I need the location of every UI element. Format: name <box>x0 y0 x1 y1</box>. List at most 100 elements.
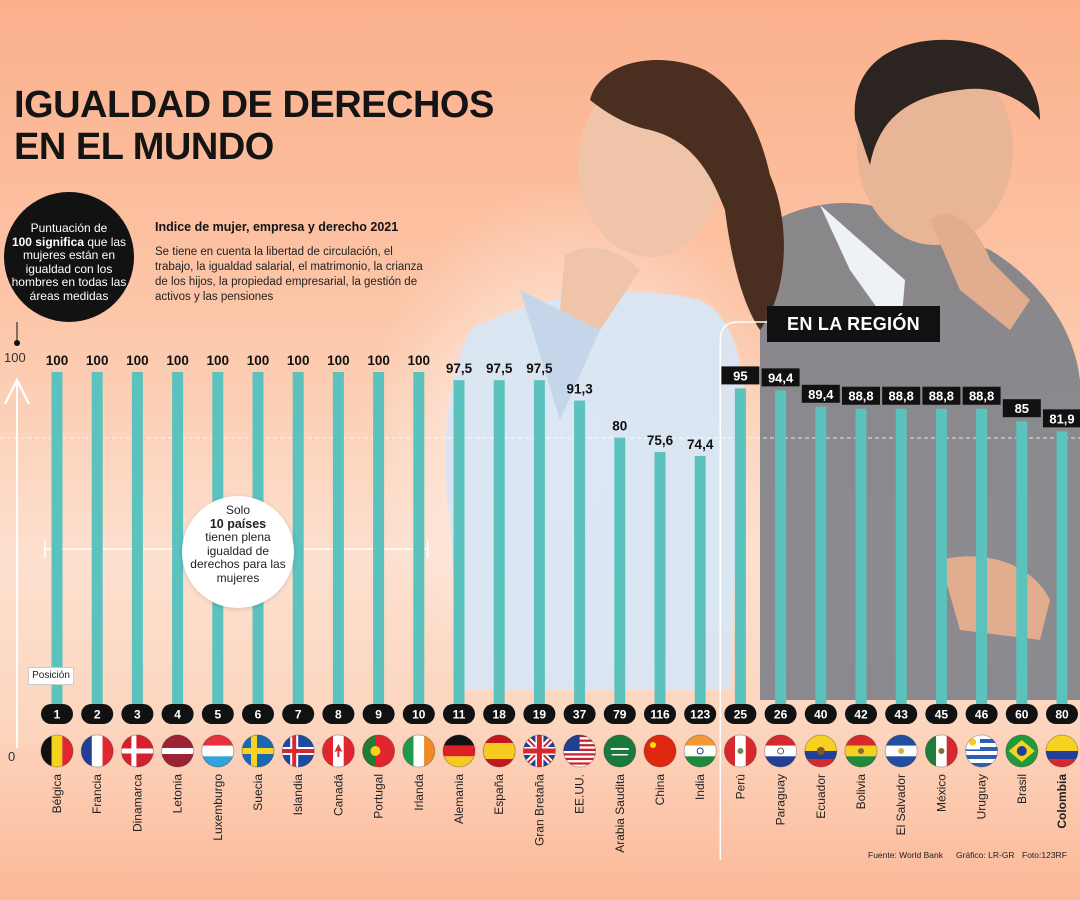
position-label: Posición <box>28 667 74 685</box>
value-label-bg <box>962 386 1001 405</box>
fr-flag-icon <box>80 734 114 768</box>
position-number: 80 <box>1055 708 1069 722</box>
value-label-bg <box>842 386 880 405</box>
position-badge <box>965 704 998 724</box>
source-credit: Fuente: World Bank <box>868 850 943 860</box>
position-badge <box>81 704 114 724</box>
bar-brasil <box>1016 421 1028 704</box>
region-label: EN LA REGIÓN <box>767 306 940 342</box>
position-badge <box>644 704 676 724</box>
note-rest: que las mujeres están en igualdad con lo… <box>11 234 127 303</box>
value-label-bg <box>1043 409 1080 428</box>
cn-flag-icon <box>643 734 677 768</box>
position-number: 2 <box>94 708 101 722</box>
position-badge <box>41 704 73 724</box>
country-label: Bolivia <box>854 774 868 810</box>
ec-flag-icon <box>804 734 838 768</box>
position-number: 4 <box>174 708 181 722</box>
position-badge <box>804 704 837 724</box>
bar-b-lgica <box>51 372 63 704</box>
position-badge <box>885 704 918 724</box>
position-badge <box>845 704 877 724</box>
value-label: 81,9 <box>1049 411 1074 426</box>
bar-dinamarca <box>131 372 143 704</box>
page-title: IGUALDAD DE DERECHOS EN EL MUNDO <box>14 84 494 168</box>
value-label: 100 <box>166 353 189 368</box>
bar-irlanda <box>413 372 425 704</box>
value-label: 100 <box>207 353 230 368</box>
country-label: Francia <box>90 774 104 814</box>
note-strong: 100 significa <box>11 234 84 249</box>
bar-letonia <box>172 372 184 704</box>
solo-note-bubble: Solo 10 países tienen plena igualdad de … <box>182 496 294 608</box>
de-flag-icon <box>442 734 476 768</box>
value-label: 88,8 <box>969 389 994 404</box>
bar-el-salvador <box>895 408 907 704</box>
bo-flag-icon <box>844 734 878 768</box>
position-number: 9 <box>375 708 382 722</box>
bar-alemania <box>453 380 465 704</box>
country-label: Perú <box>733 774 747 799</box>
es-flag-icon <box>482 734 516 768</box>
country-label: Alemania <box>452 774 466 824</box>
country-label: Letonia <box>171 774 185 814</box>
position-number: 26 <box>774 708 788 722</box>
bar-paraguay <box>775 390 787 704</box>
country-label: Uruguay <box>975 774 989 819</box>
dk-flag-icon <box>120 734 154 768</box>
position-badge <box>161 704 194 724</box>
bar-portugal <box>373 372 385 704</box>
position-number: 8 <box>335 708 342 722</box>
bar-arabia-saudita <box>614 437 626 704</box>
country-label: Luxemburgo <box>211 774 225 841</box>
country-label: Bélgica <box>50 774 64 814</box>
position-badge <box>121 704 154 724</box>
position-badge <box>483 704 516 724</box>
value-label-bg <box>1002 399 1041 418</box>
position-number: 43 <box>895 708 909 722</box>
value-label: 88,8 <box>889 389 914 404</box>
position-badge <box>603 704 636 724</box>
y-tick-label: 100 <box>4 350 26 365</box>
country-label: Islandia <box>291 774 305 816</box>
bar-m-xico <box>935 408 947 704</box>
value-label: 94,4 <box>768 370 794 385</box>
y-axis-arrow <box>3 377 31 405</box>
bar-uruguay <box>976 408 988 704</box>
se-flag-icon <box>241 734 275 768</box>
country-label: Irlanda <box>412 774 426 811</box>
bar-francia <box>91 372 103 704</box>
position-badge <box>925 704 958 724</box>
country-label: Gran Bretaña <box>532 774 546 846</box>
position-number: 116 <box>650 708 670 722</box>
in-flag-icon <box>683 734 717 768</box>
bar-islandia <box>292 372 304 704</box>
value-label: 100 <box>327 353 350 368</box>
gb-flag-icon <box>522 734 556 768</box>
us-flag-icon <box>563 734 597 768</box>
position-badge <box>242 704 274 724</box>
country-label: China <box>653 774 667 806</box>
solo-rest: tienen plena igualdad de derechos para l… <box>190 530 286 585</box>
title-line-2: EN EL MUNDO <box>14 126 274 168</box>
graphic-credit: Gráfico: LR-GR <box>956 850 1015 860</box>
country-label: El Salvador <box>894 774 908 835</box>
position-badge <box>362 704 395 724</box>
lv-flag-icon <box>161 734 195 768</box>
value-label: 100 <box>367 353 390 368</box>
position-number: 40 <box>814 708 828 722</box>
sa-flag-icon <box>603 734 637 768</box>
co-flag-icon <box>1045 734 1079 768</box>
note-connector-dot <box>14 340 20 346</box>
ie-flag-icon <box>402 734 436 768</box>
position-badge <box>563 704 596 724</box>
position-number: 6 <box>255 708 262 722</box>
value-label: 97,5 <box>486 361 513 376</box>
position-number: 5 <box>214 708 221 722</box>
index-description: Se tiene en cuenta la libertad de circul… <box>155 246 423 303</box>
lu-flag-icon <box>201 734 235 768</box>
bar-bolivia <box>855 408 867 704</box>
value-label: 88,8 <box>848 389 873 404</box>
